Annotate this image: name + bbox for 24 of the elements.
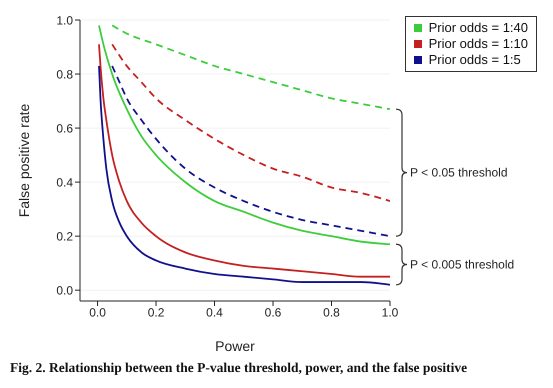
x-tick-label: 0.4 <box>206 306 224 320</box>
legend-label: Prior odds = 1:5 <box>428 52 521 68</box>
text: P < 0.005 threshold <box>410 258 514 272</box>
line-series <box>111 65 390 238</box>
line-series <box>111 43 390 202</box>
y-tick-label: 0.8 <box>56 67 74 82</box>
x-tick-label: 1.0 <box>382 306 399 320</box>
y-tick-label: 0.6 <box>56 121 74 136</box>
y-tick-label: 1.0 <box>56 13 74 28</box>
x-tick-label: 0.6 <box>264 306 282 320</box>
caption: Fig. 2. Relationship between the P-value threshold, power, and the false positive <box>10 360 468 376</box>
legend-label: Prior odds = 1:10 <box>428 36 528 52</box>
y-tick-label: 0.4 <box>56 175 74 190</box>
y-tick-label: 0.0 <box>56 283 74 298</box>
x-tick-label: 0.0 <box>89 306 106 320</box>
x-tick-label: 0.8 <box>323 306 340 320</box>
legend-label: Prior odds = 1:40 <box>428 20 528 36</box>
x-axis-title: Power <box>215 338 256 354</box>
y-tick-label: 0.2 <box>56 229 74 244</box>
x-tick-label: 0.2 <box>148 306 165 320</box>
y-axis-title: False positive rate <box>16 103 32 218</box>
text: P < 0.05 threshold <box>410 166 508 180</box>
line-series <box>98 24 390 246</box>
line-series <box>111 24 390 110</box>
